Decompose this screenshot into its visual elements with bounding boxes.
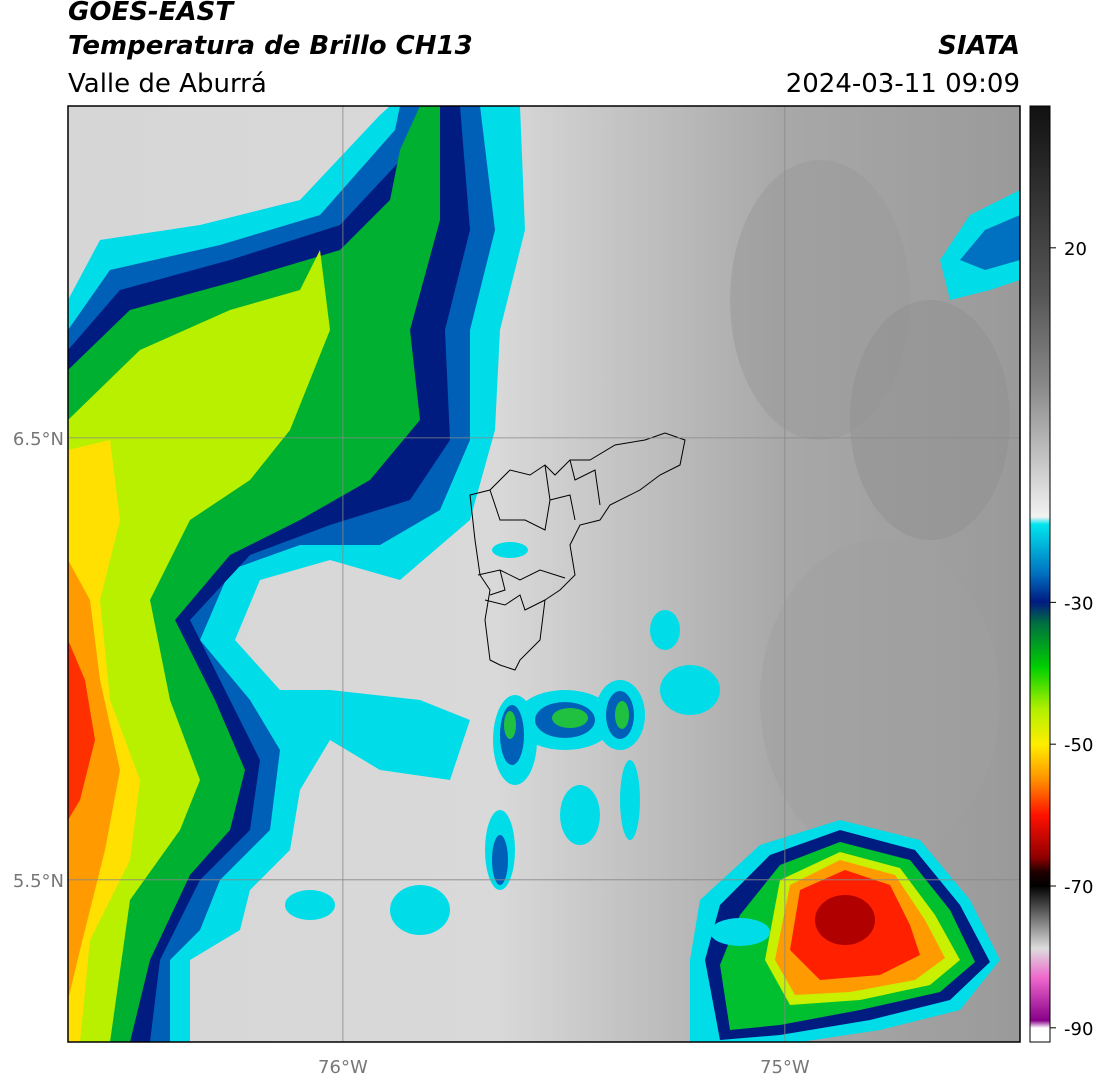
satellite: GOES-EAST: [68, 0, 235, 27]
product: Temperatura de Brillo CH13: [68, 31, 473, 61]
region: Valle de Aburrá: [68, 69, 267, 99]
source: SIATA: [938, 31, 1020, 61]
colorbar: [1029, 105, 1051, 1043]
map-frame: [67, 105, 1021, 1043]
timestamp: 2024-03-11 09:09: [786, 69, 1020, 99]
colorbar-tick-label: -30: [1064, 593, 1093, 614]
y-tick-label: 5.5°N: [13, 871, 64, 892]
municipal-boundaries: [469, 432, 686, 671]
colorbar-tick-label: 20: [1064, 239, 1087, 260]
grid: [68, 106, 1020, 1042]
satellite-image: [68, 106, 1020, 1042]
colorbar-tick-label: -70: [1064, 877, 1093, 898]
colorbar-tick-label: -50: [1064, 735, 1093, 756]
x-tick-label: 75°W: [760, 1057, 810, 1078]
y-tick-label: 6.5°N: [13, 429, 64, 450]
x-tick-label: 76°W: [318, 1057, 368, 1078]
colorbar-tick-label: -90: [1064, 1019, 1093, 1040]
